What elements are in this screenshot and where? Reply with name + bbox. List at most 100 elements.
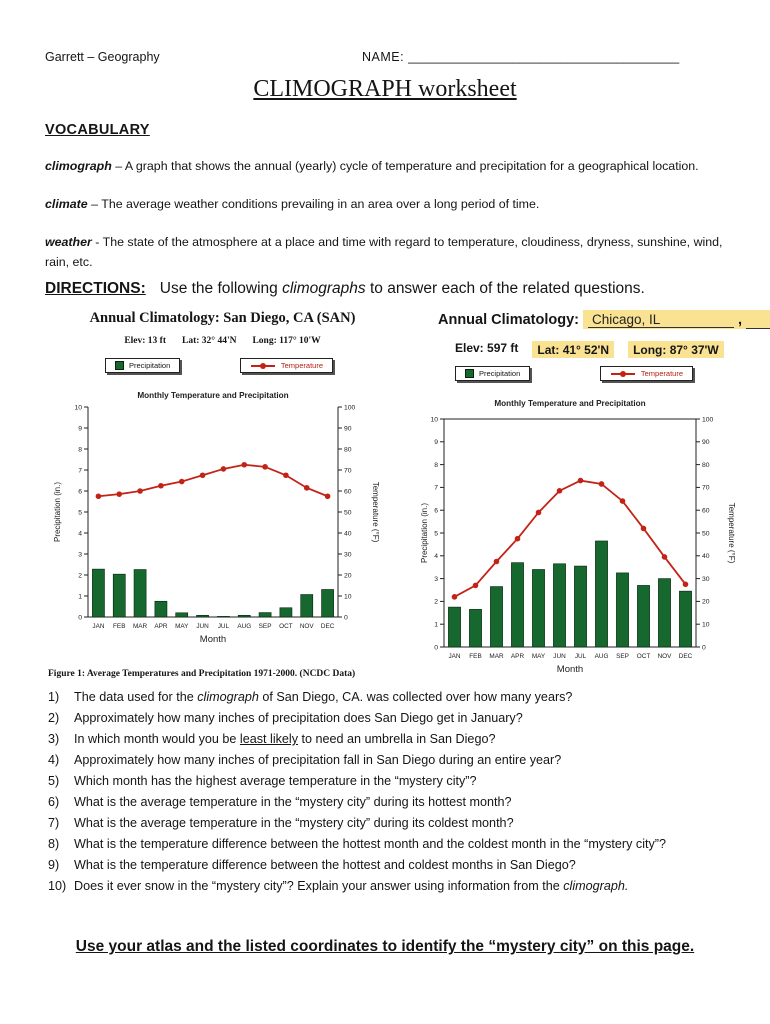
question-text-segment: What is the temperature difference betwe… bbox=[74, 837, 666, 851]
svg-text:JUL: JUL bbox=[218, 623, 230, 630]
svg-text:5: 5 bbox=[78, 509, 82, 516]
temperature-point bbox=[137, 488, 143, 494]
precipitation-bar bbox=[469, 609, 482, 648]
city-answer-value: Chicago, IL bbox=[588, 312, 735, 328]
directions-line: DIRECTIONS: Use the following climographs… bbox=[45, 280, 745, 298]
question-text-segment: Approximately how many inches of precipi… bbox=[74, 753, 562, 767]
svg-text:Monthly Temperature and Precip: Monthly Temperature and Precipitation bbox=[494, 399, 645, 408]
term-separator: - bbox=[91, 235, 103, 250]
question-text-segment: climograph. bbox=[563, 879, 629, 893]
san-diego-coordinates: Elev: 13 ft Lat: 32° 44'N Long: 117° 10'… bbox=[50, 336, 395, 346]
svg-text:9: 9 bbox=[434, 439, 438, 446]
term-separator: – bbox=[111, 159, 125, 173]
question-text-segment: What is the average temperature in the “… bbox=[74, 816, 514, 830]
svg-text:50: 50 bbox=[344, 509, 352, 516]
svg-text:20: 20 bbox=[344, 572, 352, 579]
svg-text:APR: APR bbox=[154, 623, 168, 630]
precipitation-bar bbox=[321, 589, 334, 618]
question-number: 3) bbox=[48, 732, 60, 746]
precipitation-bar bbox=[595, 540, 608, 648]
question-text-segment: climograph bbox=[197, 690, 259, 704]
vocab-term-climate: climate – The average weather conditions… bbox=[45, 195, 735, 214]
question-item: 2) Approximately how many inches of preci… bbox=[48, 708, 748, 729]
city-blank-line bbox=[746, 312, 770, 329]
question-item: 7) What is the average temperature in the… bbox=[48, 813, 748, 834]
question-text-segment: least likely bbox=[239, 732, 299, 746]
svg-text:FEB: FEB bbox=[469, 653, 481, 660]
mystery-city-chart-title: Annual Climatology: Chicago, IL , bbox=[420, 310, 770, 329]
svg-text:100: 100 bbox=[344, 404, 356, 411]
question-item: 4) Approximately how many inches of preci… bbox=[48, 750, 748, 771]
precipitation-bar bbox=[553, 563, 566, 648]
footer-instruction: Use your atlas and the listed coordinate… bbox=[75, 938, 695, 955]
san-diego-chart-title: Annual Climatology: San Diego, CA (SAN) bbox=[89, 310, 356, 326]
svg-text:70: 70 bbox=[344, 467, 352, 474]
svg-text:OCT: OCT bbox=[279, 623, 293, 630]
svg-text:NOV: NOV bbox=[300, 623, 315, 630]
annual-climatology-label: Annual Climatology: bbox=[438, 312, 579, 328]
svg-text:60: 60 bbox=[702, 508, 710, 515]
svg-text:Precipitation (in.): Precipitation (in.) bbox=[420, 503, 429, 563]
temperature-line bbox=[98, 463, 328, 498]
elevation-value: Elev: 597 ft bbox=[455, 341, 519, 355]
svg-text:7: 7 bbox=[78, 467, 82, 474]
question-text-segment: Approximately how many inches of precipi… bbox=[74, 711, 523, 725]
question-text: What is the average temperature in the “… bbox=[74, 813, 514, 834]
precipitation-bar bbox=[112, 573, 126, 618]
name-label: NAME: bbox=[362, 50, 405, 64]
mystery-city-climograph-block: Annual Climatology: Chicago, IL , Elev: … bbox=[420, 306, 770, 686]
temperature-point bbox=[324, 493, 331, 500]
temperature-point bbox=[661, 554, 668, 560]
svg-text:JUN: JUN bbox=[196, 623, 209, 630]
svg-text:30: 30 bbox=[702, 576, 710, 583]
question-text-segment: to need an umbrella in San Diego? bbox=[298, 732, 496, 746]
svg-text:Temperature (°F): Temperature (°F) bbox=[371, 482, 380, 543]
svg-text:9: 9 bbox=[78, 425, 82, 432]
question-item: 8) What is the temperature difference bet… bbox=[48, 834, 748, 855]
temperature-line-icon bbox=[610, 370, 635, 377]
temperature-point bbox=[682, 581, 689, 588]
temperature-point bbox=[556, 488, 563, 494]
svg-text:80: 80 bbox=[702, 462, 710, 469]
figure-caption: Figure 1: Average Temperatures and Preci… bbox=[48, 669, 356, 679]
question-item: 1) The data used for the climograph of Sa… bbox=[48, 687, 748, 708]
vocabulary-heading: VOCABULARY bbox=[45, 122, 150, 138]
question-text: Does it ever snow in the “mystery city”?… bbox=[74, 876, 628, 897]
question-text-segment: In which month would you be bbox=[74, 732, 240, 746]
svg-text:7: 7 bbox=[434, 485, 438, 492]
temperature-point bbox=[95, 493, 102, 500]
question-number: 6) bbox=[48, 795, 60, 809]
temperature-point bbox=[514, 535, 521, 542]
directions-text: to answer each of the related questions. bbox=[365, 280, 645, 297]
temperature-point bbox=[199, 472, 206, 479]
svg-text:SEP: SEP bbox=[259, 623, 272, 630]
temperature-point bbox=[493, 558, 500, 565]
temperature-point bbox=[116, 491, 123, 497]
temperature-legend: Temperature bbox=[239, 358, 333, 373]
question-number: 9) bbox=[48, 858, 60, 872]
svg-text:MAR: MAR bbox=[489, 653, 504, 660]
city-answer-highlight: Chicago, IL , bbox=[583, 310, 770, 329]
question-text: Approximately how many inches of precipi… bbox=[74, 708, 523, 729]
term-definition: A graph that shows the annual (yearly) c… bbox=[124, 159, 699, 173]
question-text-segment: of San Diego, CA. was collected over how… bbox=[258, 690, 573, 704]
svg-text:6: 6 bbox=[78, 488, 82, 495]
term-definition: The state of the atmosphere at a place a… bbox=[45, 235, 723, 269]
precipitation-bar bbox=[637, 585, 650, 648]
question-text: What is the temperature difference betwe… bbox=[74, 855, 576, 876]
vocab-term-weather: weather - The state of the atmosphere at… bbox=[45, 233, 735, 271]
temperature-point bbox=[640, 525, 647, 532]
precipitation-bar bbox=[532, 569, 545, 648]
mystery-city-legend: Precipitation Temperature bbox=[455, 366, 693, 381]
svg-text:2: 2 bbox=[78, 572, 82, 579]
temperature-point bbox=[535, 509, 542, 516]
term-separator: – bbox=[87, 197, 102, 212]
question-text: The data used for the climograph of San … bbox=[74, 687, 572, 708]
questions-list: 1) The data used for the climograph of Sa… bbox=[48, 687, 748, 897]
question-text: In which month would you be least likely… bbox=[74, 729, 495, 750]
svg-text:3: 3 bbox=[434, 576, 438, 583]
directions-italic-word: climographs bbox=[282, 280, 366, 297]
svg-text:FEB: FEB bbox=[113, 623, 125, 630]
